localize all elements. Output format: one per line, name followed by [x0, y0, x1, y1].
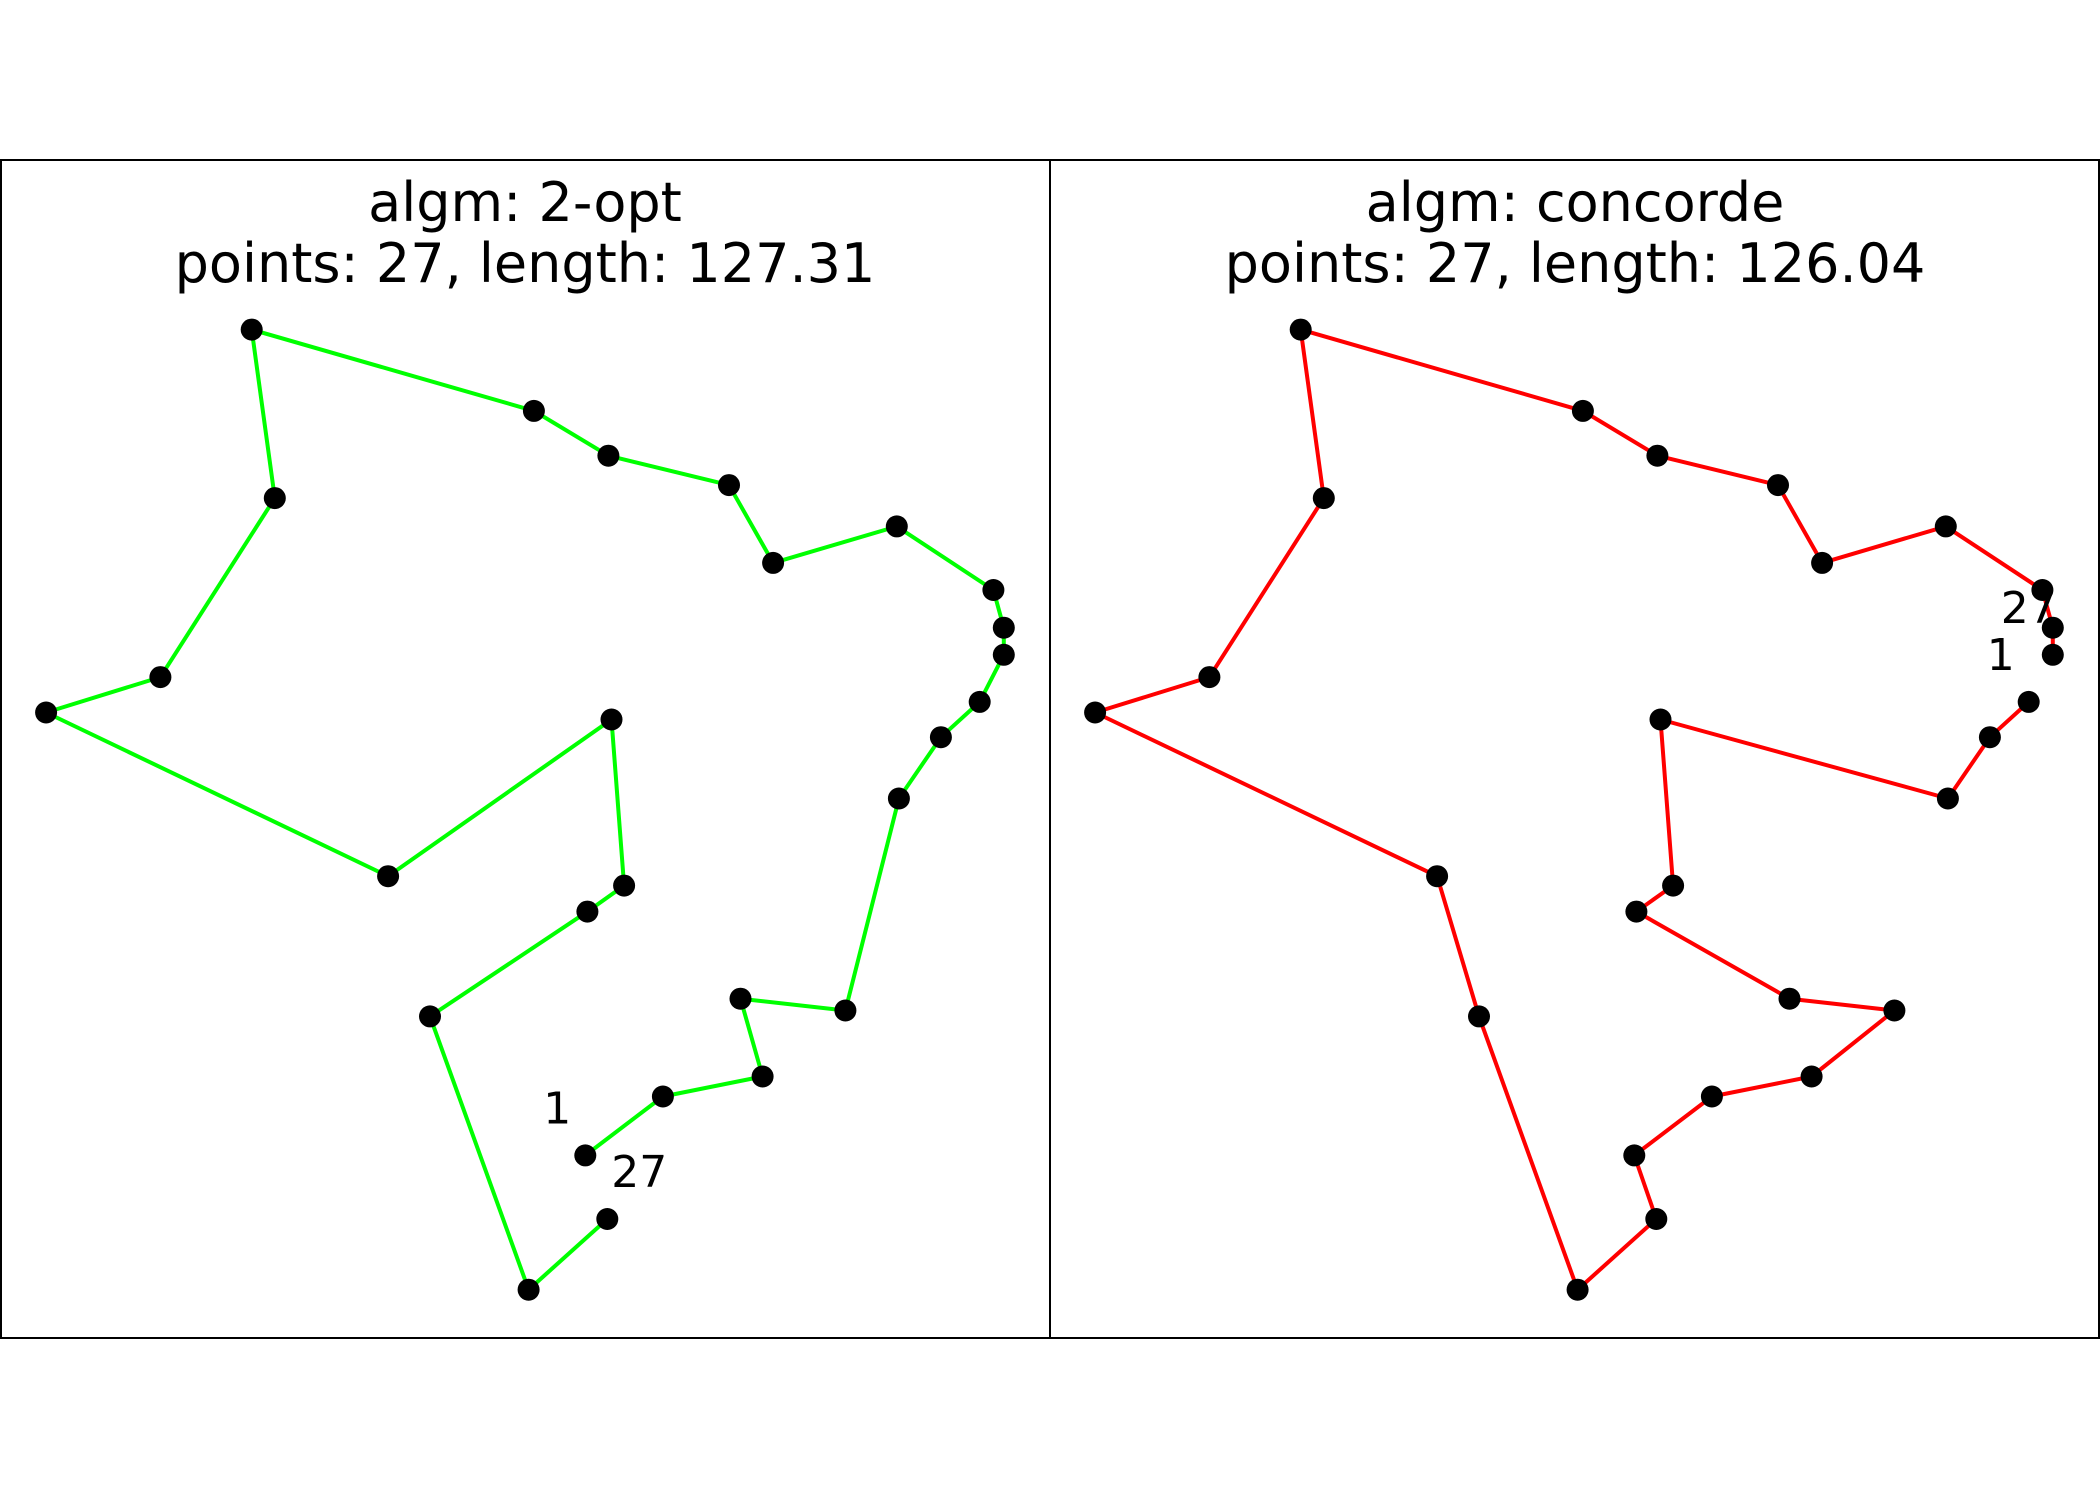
panel-2opt-title-line1: algm: 2-opt	[368, 171, 682, 234]
tour-point-8	[1883, 999, 1906, 1022]
tour-point-20	[35, 701, 58, 724]
tour-point-22	[1767, 474, 1789, 497]
tour-point-14	[718, 474, 740, 497]
tour-point-13	[1566, 1278, 1589, 1301]
start-point-label: 1	[1987, 630, 2015, 681]
tour-point-17	[1198, 666, 1221, 689]
tour-point-2	[1978, 726, 2001, 749]
panel-2opt-frame	[0, 159, 1051, 1339]
tour-point-12	[1645, 1208, 1668, 1230]
tour-point-25	[419, 1005, 441, 1028]
panel-2opt-title-line2: points: 27, length: 127.31	[175, 232, 876, 295]
panel-concorde-frame	[1049, 159, 2100, 1339]
tour-point-6	[1625, 900, 1648, 923]
start-point-label: 1	[543, 1083, 571, 1134]
tour-point-24	[1934, 515, 1957, 538]
tour-point-10	[992, 616, 1015, 639]
tour-path	[44, 327, 1006, 1292]
tour-point-4	[1649, 708, 1672, 731]
tour-point-19	[1289, 318, 1312, 341]
tour-point-11	[982, 579, 1005, 601]
tour-point-1	[574, 1144, 597, 1167]
end-point-label: 27	[2001, 583, 2057, 634]
tour-point-20	[1571, 399, 1594, 422]
tour-point-18	[1312, 487, 1335, 510]
tour-point-5	[834, 999, 857, 1022]
tour-point-21	[1646, 444, 1669, 467]
panel-concorde: algm: concorde points: 27, length: 126.0…	[1049, 159, 2100, 1339]
tour-point-27	[596, 1208, 619, 1230]
tour-point-26	[517, 1278, 540, 1301]
tour-point-27	[2041, 643, 2064, 666]
tour-point-23	[613, 874, 636, 897]
tour-point-23	[1811, 551, 1834, 574]
tour-point-12	[885, 515, 908, 538]
tour-point-10	[1700, 1085, 1723, 1108]
tour-point-24	[576, 900, 599, 923]
tour-point-22	[600, 708, 623, 731]
tour-point-7	[1778, 987, 1801, 1010]
tour-point-5	[1662, 874, 1685, 897]
tour-point-9	[1800, 1065, 1823, 1088]
tour-point-3	[1936, 787, 1959, 810]
tour-point-6	[887, 787, 910, 810]
tour-point-2	[651, 1085, 674, 1108]
tour-point-25	[2031, 579, 2054, 601]
panel-concorde-title-line1: algm: concorde	[1366, 171, 1785, 234]
panel-concorde-title-line2: points: 27, length: 126.04	[1225, 232, 1926, 295]
panel-2opt: algm: 2-opt points: 27, length: 127.31 1…	[0, 159, 1051, 1339]
tour-path	[1093, 327, 2055, 1292]
tour-point-7	[929, 726, 952, 749]
tour-point-26	[2041, 616, 2064, 639]
tour-point-15	[1426, 865, 1449, 888]
tour-point-15	[597, 444, 620, 467]
tour-point-3	[751, 1065, 774, 1088]
tour-point-4	[729, 987, 752, 1010]
tour-point-19	[149, 666, 172, 689]
tour-point-18	[263, 487, 286, 510]
tour-point-9	[992, 643, 1015, 666]
panel-concorde-plot-area: 127	[1084, 318, 2064, 1301]
tour-point-11	[1623, 1144, 1646, 1167]
end-point-label: 27	[611, 1147, 667, 1198]
tour-point-14	[1468, 1005, 1490, 1028]
tour-point-8	[968, 690, 991, 713]
tour-point-16	[1084, 701, 1107, 724]
tour-point-1	[2017, 690, 2040, 713]
panel-2opt-plot-area: 1 27	[35, 318, 1015, 1301]
tour-point-13	[762, 551, 785, 574]
tour-point-17	[240, 318, 263, 341]
tour-point-16	[522, 399, 545, 422]
tour-point-21	[377, 865, 400, 888]
